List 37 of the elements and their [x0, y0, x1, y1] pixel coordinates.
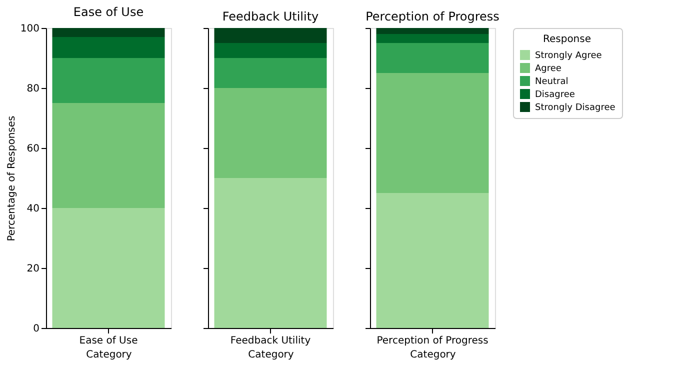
- legend-label: Strongly Agree: [535, 51, 602, 61]
- bar: [376, 43, 489, 73]
- bar: [52, 208, 165, 328]
- bar: [52, 103, 165, 208]
- legend-label: Neutral: [535, 77, 568, 87]
- y-tick-label: 100: [20, 24, 40, 34]
- bar: [214, 43, 327, 58]
- x-tick-label: Feedback Utility: [222, 10, 319, 24]
- y-tick-label: 0: [33, 324, 40, 334]
- text: Ease of Use: [79, 336, 138, 346]
- x-tick-label: Perception of Progress: [366, 10, 500, 24]
- legend-label: Agree: [535, 64, 562, 74]
- text: Feedback Utility: [230, 336, 311, 346]
- bar: [376, 34, 489, 43]
- x-axis-title: Category: [86, 350, 132, 360]
- x-axis-title: Category: [410, 350, 456, 360]
- bar: [214, 28, 327, 43]
- y-tick-label: 40: [26, 204, 40, 214]
- y-tick-label: 80: [26, 84, 40, 94]
- y-tick-label: 60: [26, 144, 40, 154]
- bar: [52, 58, 165, 103]
- bar: [214, 58, 327, 88]
- text: Perception of Progress: [376, 336, 488, 346]
- legend-label: Disagree: [535, 90, 576, 100]
- x-tick-label: Ease of Use: [73, 5, 144, 19]
- bar: [52, 28, 165, 37]
- bar: [214, 88, 327, 178]
- bar: [52, 37, 165, 58]
- y-axis-title: Percentage of Responses: [6, 116, 18, 242]
- y-tick-label: 20: [26, 264, 40, 274]
- x-axis-title: Category: [248, 350, 294, 360]
- legend-label: Strongly Disagree: [535, 103, 616, 113]
- bar: [214, 178, 327, 328]
- bar: [376, 193, 489, 328]
- legend-title: Response: [542, 34, 592, 45]
- bar: [376, 28, 489, 34]
- bar: [376, 73, 489, 193]
